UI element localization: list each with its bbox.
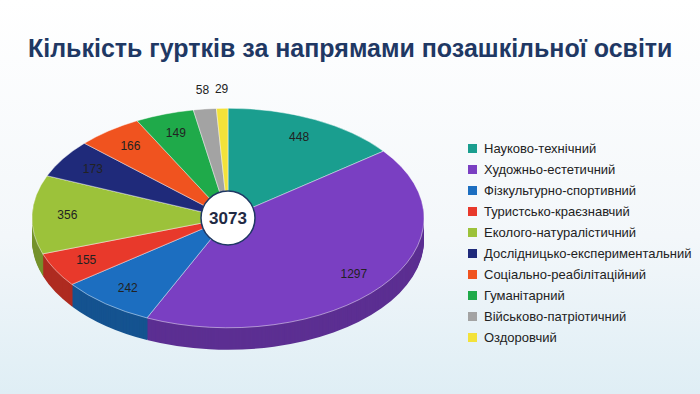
html-text:Еколого-натуралістичний: Еколого-натуралістичний [484,225,637,240]
svg-text:149: 149 [166,126,186,140]
svg-text:173: 173 [83,162,103,176]
html-text:Соціально-реабілітаційний: Соціально-реабілітаційний [484,267,647,282]
html-text:Художньо-естетичний: Художньо-естетичний [484,162,616,177]
html-text:Кількість гуртків за напрямами: Кількість гуртків за напрямами позашкіль… [28,34,673,62]
html-text:Оздоровчий: Оздоровчий [484,330,557,345]
svg-text:166: 166 [120,139,140,153]
html-text:Військово-патріотичний: Військово-патріотичний [484,309,627,324]
svg-text:3073: 3073 [209,209,247,228]
svg-text:242: 242 [118,281,138,295]
svg-text:58: 58 [196,83,210,97]
html-text:Гуманітарний: Гуманітарний [484,288,565,303]
svg-text:155: 155 [76,253,96,267]
svg-text:356: 356 [57,208,77,222]
html-text:Фізкультурно-спортивний: Фізкультурно-спортивний [484,183,637,198]
html-text:Дослідницько-експериментальний: Дослідницько-експериментальний [484,246,692,261]
html-text:Науково-технічний: Науково-технічний [484,141,597,156]
svg-text:1297: 1297 [341,267,368,281]
svg-text:448: 448 [289,130,309,144]
html-text:Туристсько-краєзнавчий: Туристсько-краєзнавчий [484,204,630,219]
svg-text:29: 29 [215,82,229,96]
